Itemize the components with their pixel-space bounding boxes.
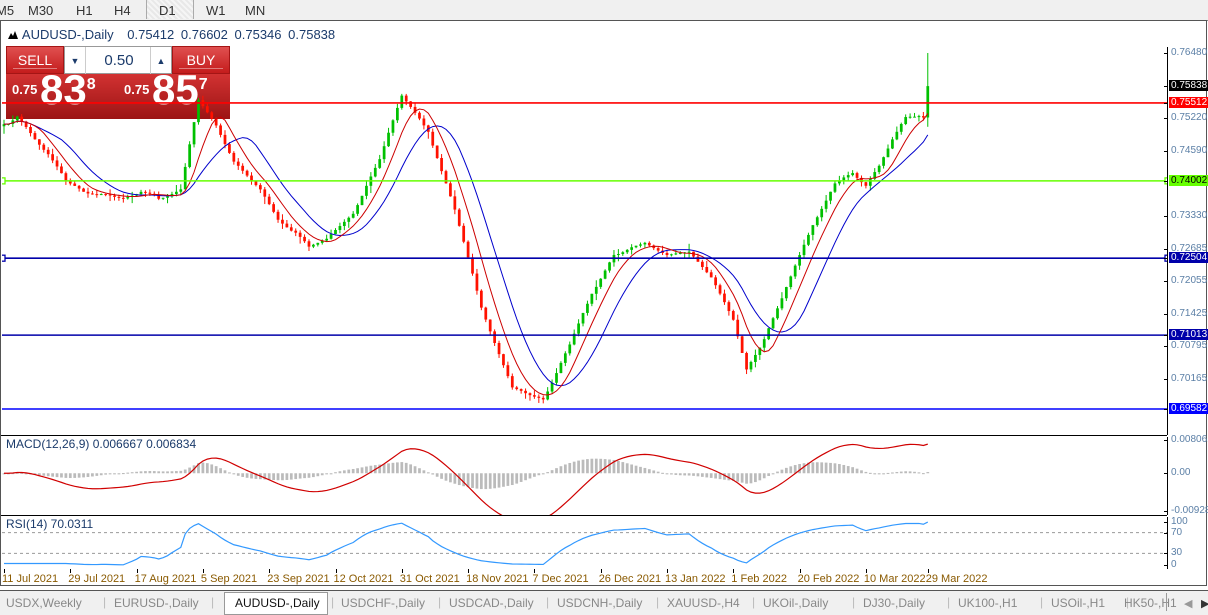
svg-text:MACD(12,26,9) 0.006667 0.00683: MACD(12,26,9) 0.006667 0.006834 [6, 437, 196, 451]
svg-text:RSI(14) 70.0311: RSI(14) 70.0311 [6, 517, 93, 531]
